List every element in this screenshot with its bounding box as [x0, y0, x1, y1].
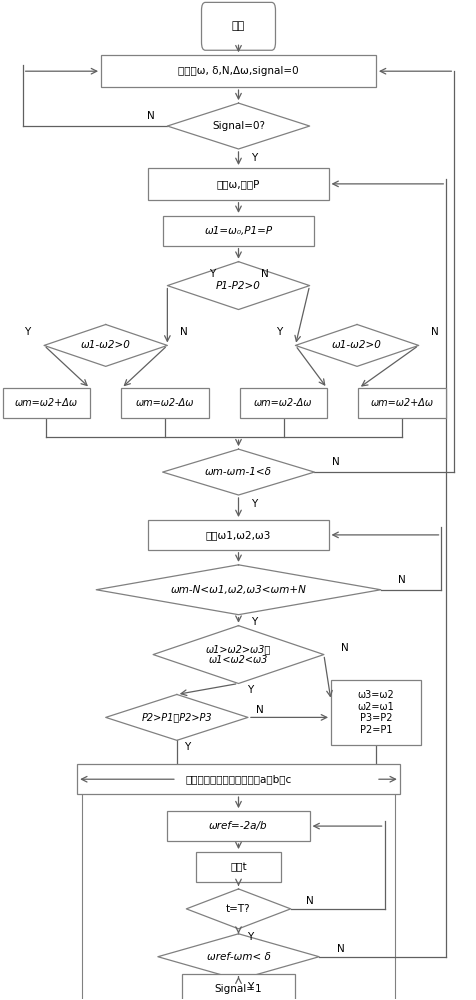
Bar [2, 388, 90, 418]
Bar [77, 764, 399, 794]
Text: 初始化ω, δ,N,Δω,signal=0: 初始化ω, δ,N,Δω,signal=0 [178, 66, 298, 76]
Text: Y: Y [250, 617, 256, 627]
Text: Y: Y [247, 932, 253, 942]
Text: t=T?: t=T? [226, 904, 250, 914]
Text: N: N [430, 327, 438, 337]
Text: ωm-N<ω1,ω2,ω3<ωm+N: ωm-N<ω1,ω2,ω3<ωm+N [170, 585, 306, 595]
Text: N: N [397, 575, 405, 585]
Text: ωm=ω2-Δω: ωm=ω2-Δω [136, 398, 194, 408]
Text: Y: Y [184, 742, 190, 752]
Text: N: N [147, 111, 154, 121]
Polygon shape [96, 565, 380, 615]
Text: N: N [305, 896, 313, 906]
Text: ωm=ω2-Δω: ωm=ω2-Δω [254, 398, 312, 408]
Text: ω1=ω₀,P1=P: ω1=ω₀,P1=P [204, 226, 272, 236]
Text: ω3=ω2
ω2=ω1
P3=P2
P2=P1: ω3=ω2 ω2=ω1 P3=P2 P2=P1 [357, 690, 394, 735]
Polygon shape [153, 626, 323, 683]
Text: ω1-ω2>0: ω1-ω2>0 [80, 340, 130, 350]
Text: ω1-ω2>0: ω1-ω2>0 [331, 340, 381, 350]
Bar [239, 388, 327, 418]
Text: N: N [331, 457, 339, 467]
Bar [148, 168, 328, 200]
Bar [101, 55, 375, 87]
Text: Y: Y [247, 982, 253, 992]
Bar [121, 388, 208, 418]
Polygon shape [158, 934, 318, 980]
Polygon shape [106, 694, 248, 740]
Text: N: N [180, 327, 188, 337]
Bar [167, 811, 309, 841]
Text: Signal=1: Signal=1 [214, 984, 262, 994]
Text: 测量ω,计算P: 测量ω,计算P [217, 179, 259, 189]
Text: P2>P1或P2>P3: P2>P1或P2>P3 [141, 712, 212, 722]
Text: 求出二次插值法图像的系数a、b、c: 求出二次插值法图像的系数a、b、c [185, 774, 291, 784]
Polygon shape [167, 103, 309, 149]
Text: N: N [260, 269, 268, 279]
Text: P1-P2>0: P1-P2>0 [216, 281, 260, 291]
Text: ωm-ωm-1<δ: ωm-ωm-1<δ [205, 467, 271, 477]
Text: ωm=ω2+Δω: ωm=ω2+Δω [15, 398, 78, 408]
Text: ωref=-2a/b: ωref=-2a/b [209, 821, 267, 831]
Text: ω1>ω2>ω3或
ω1<ω2<ω3: ω1>ω2>ω3或 ω1<ω2<ω3 [206, 644, 270, 665]
Bar [196, 852, 280, 882]
Text: Y: Y [247, 685, 253, 695]
Text: Y: Y [275, 327, 281, 337]
Text: 开始: 开始 [231, 21, 245, 31]
Text: N: N [256, 705, 263, 715]
Text: ωm=ω2+Δω: ωm=ω2+Δω [370, 398, 433, 408]
Polygon shape [295, 324, 418, 366]
Text: Y: Y [250, 153, 256, 163]
Bar [181, 974, 295, 1000]
Polygon shape [162, 449, 314, 495]
Bar [148, 520, 328, 550]
Text: Y: Y [250, 499, 256, 509]
Bar [162, 216, 314, 246]
Text: Y: Y [209, 269, 215, 279]
Polygon shape [44, 324, 167, 366]
Bar [330, 680, 420, 745]
Polygon shape [186, 889, 290, 929]
Text: Signal=0?: Signal=0? [211, 121, 265, 131]
FancyBboxPatch shape [201, 2, 275, 50]
Text: N: N [336, 944, 344, 954]
Polygon shape [167, 262, 309, 310]
Text: 计时t: 计时t [230, 862, 246, 872]
Text: Y: Y [24, 327, 30, 337]
Text: N: N [341, 643, 348, 653]
Text: 选取ω1,ω2,ω3: 选取ω1,ω2,ω3 [205, 530, 271, 540]
Bar [82, 785, 394, 1000]
Bar [357, 388, 445, 418]
Text: ωref-ωm< δ: ωref-ωm< δ [206, 952, 270, 962]
